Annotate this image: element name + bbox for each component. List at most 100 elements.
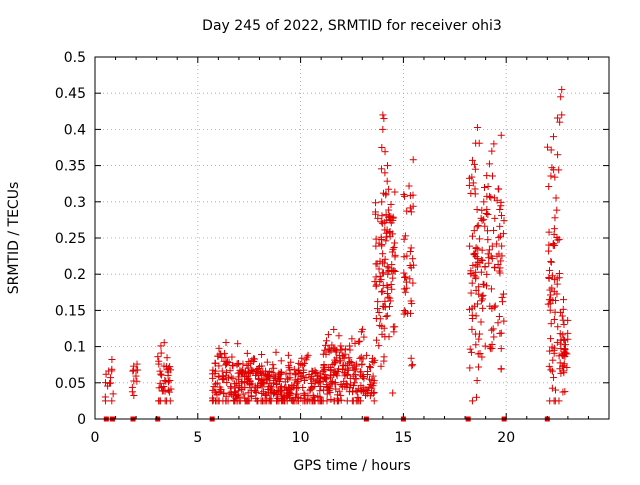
data-point (377, 362, 385, 370)
data-point (258, 351, 266, 359)
data-point (158, 371, 166, 379)
data-point (496, 205, 504, 213)
data-point (134, 366, 142, 374)
data-point (497, 131, 505, 139)
y-tick-label: 0.2 (64, 267, 86, 283)
data-point (468, 279, 476, 287)
data-point (381, 303, 389, 311)
data-point (383, 312, 391, 320)
data-point (387, 267, 395, 275)
data-point (468, 348, 476, 356)
data-point (270, 389, 278, 397)
data-point (318, 397, 326, 405)
data-point (467, 269, 475, 277)
data-point (272, 380, 280, 388)
data-point (297, 375, 305, 383)
data-point (468, 325, 476, 333)
data-point (160, 382, 168, 390)
data-point (327, 379, 335, 387)
data-point (211, 359, 219, 367)
data-point (547, 172, 555, 180)
data-point (473, 205, 481, 213)
data-point (336, 346, 344, 354)
data-point (129, 367, 137, 375)
y-tick-label: 0.4 (64, 122, 86, 138)
data-point (388, 285, 396, 293)
data-point (386, 302, 394, 310)
data-point (107, 379, 115, 387)
data-point (556, 359, 564, 367)
data-point (377, 165, 385, 173)
data-point (385, 212, 393, 220)
data-point (478, 206, 486, 214)
data-point (475, 283, 483, 291)
data-point (373, 260, 381, 268)
data-point (545, 241, 553, 249)
data-point (372, 199, 380, 207)
data-point (406, 275, 414, 283)
data-point (496, 232, 504, 240)
data-point (298, 354, 306, 362)
data-point (342, 380, 350, 388)
data-point (370, 388, 378, 396)
data-point (386, 232, 394, 240)
data-point (468, 156, 476, 164)
data-point (317, 382, 325, 390)
data-point (471, 165, 479, 173)
data-point (546, 286, 554, 294)
data-point (483, 270, 491, 278)
data-point (287, 358, 295, 366)
data-point (481, 263, 489, 271)
data-point (101, 397, 109, 405)
data-point (383, 177, 391, 185)
data-point (105, 367, 113, 375)
data-point (472, 273, 480, 281)
data-point (286, 369, 294, 377)
data-point (297, 360, 305, 368)
data-point (487, 285, 495, 293)
data-point (485, 160, 493, 168)
data-point (359, 355, 367, 363)
data-point (165, 364, 173, 372)
data-point (549, 240, 557, 248)
data-point (312, 368, 320, 376)
data-point (497, 329, 505, 337)
data-point (562, 341, 570, 349)
data-point (219, 376, 227, 384)
x-tick-label: 20 (497, 430, 515, 446)
data-point (385, 333, 393, 341)
data-point (382, 229, 390, 237)
data-point (375, 309, 383, 317)
data-point (372, 281, 380, 289)
data-point (369, 372, 377, 380)
data-point (282, 393, 290, 401)
data-point (406, 192, 414, 200)
data-point (277, 368, 285, 376)
data-point (229, 375, 237, 383)
data-point (327, 363, 335, 371)
data-point (355, 338, 363, 346)
data-point (286, 385, 294, 393)
data-point (273, 380, 281, 388)
data-point (320, 386, 328, 394)
data-point (466, 345, 474, 353)
data-point (548, 272, 556, 280)
data-point (490, 140, 498, 148)
data-point (389, 213, 397, 221)
data-point (381, 148, 389, 156)
x-tick-label: 0 (91, 430, 100, 446)
data-point (165, 378, 173, 386)
data-point (233, 360, 241, 368)
data-point (407, 208, 415, 216)
data-point (354, 385, 362, 393)
data-point (469, 179, 477, 187)
data-point (322, 341, 330, 349)
data-point (488, 326, 496, 334)
data-point (165, 388, 173, 396)
data-point (352, 375, 360, 383)
data-point (161, 387, 169, 395)
data-point (351, 370, 359, 378)
data-point (299, 372, 307, 380)
data-point (466, 242, 474, 250)
